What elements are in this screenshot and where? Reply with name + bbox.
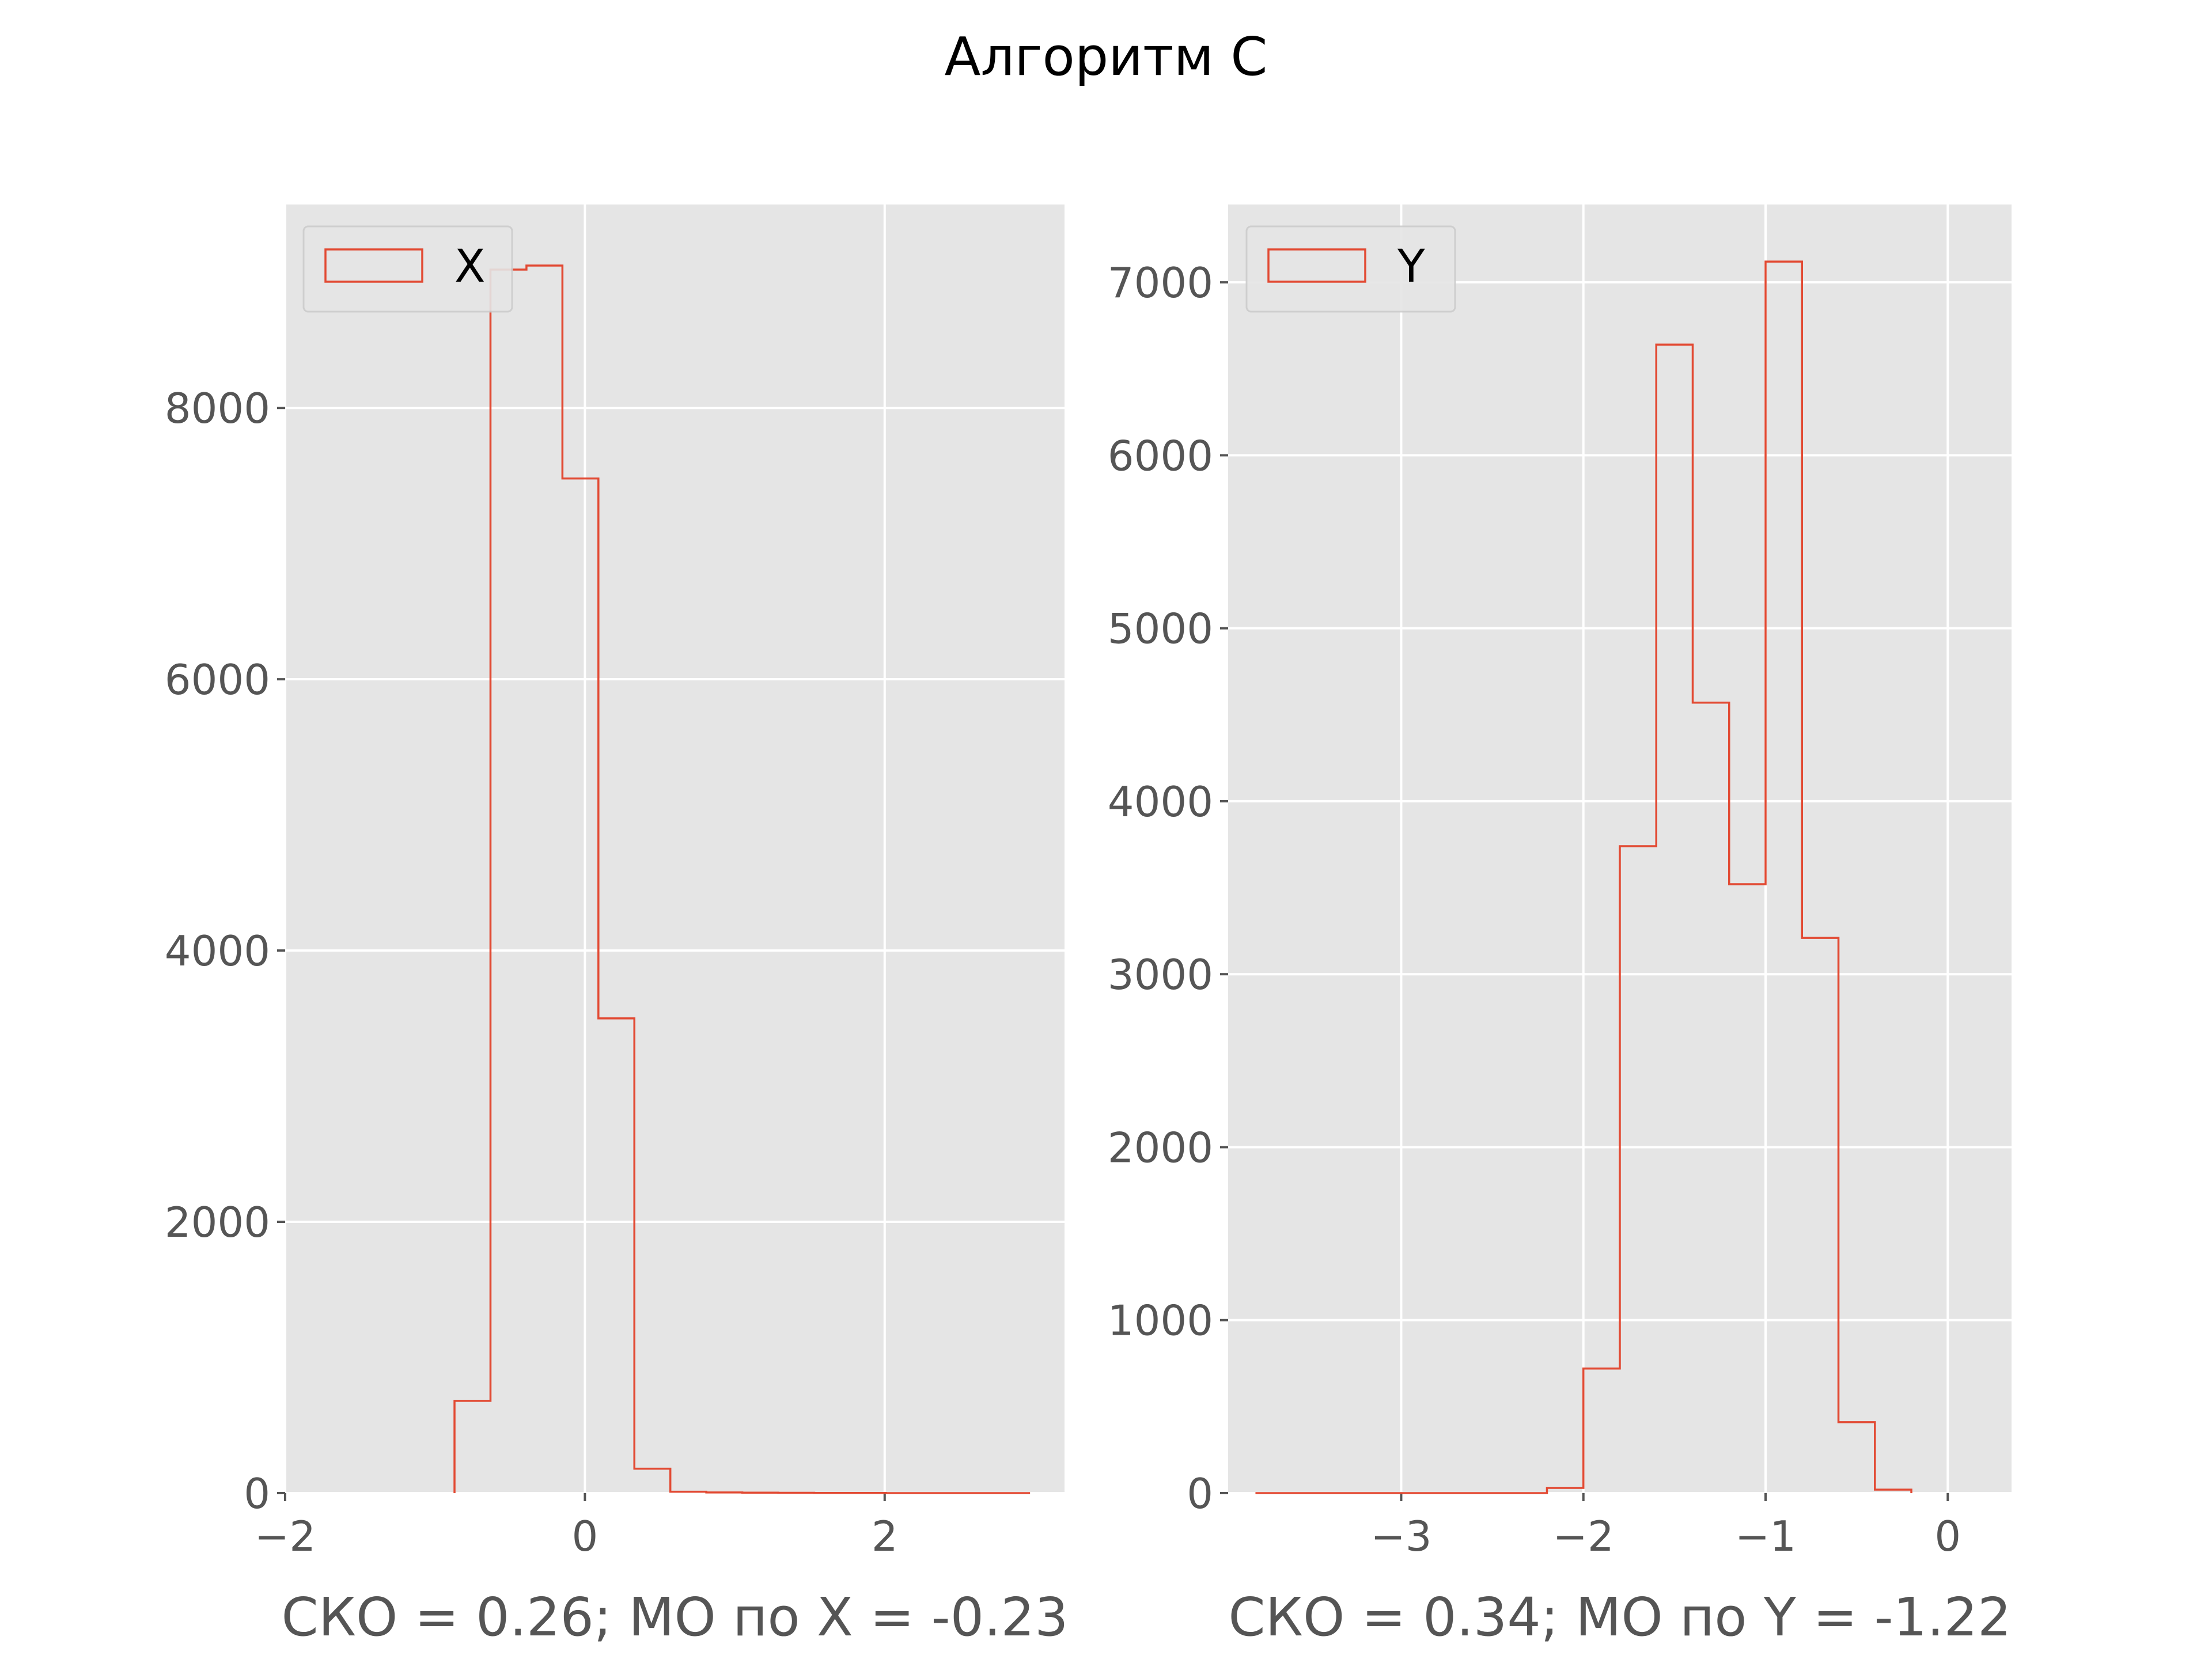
chart-1-legend-swatch [324,248,423,283]
chart-2-ytick-label-4: 4000 [1108,778,1213,826]
chart-2-ytick-label-2: 2000 [1108,1123,1213,1172]
chart-1-legend-label: X [454,241,485,293]
chart-2-xtick-label-1: −2 [1553,1512,1614,1560]
chart-2-xtick-label-3: 0 [1934,1512,1961,1560]
chart-2-ytick-label-6: 6000 [1108,431,1213,480]
chart-2-ytick-label-7: 7000 [1108,259,1213,307]
chart-1-xtick-label-2: 2 [872,1512,898,1560]
chart-2-xtick-label-0: −3 [1370,1512,1431,1560]
chart-2-xtick-label-2: −1 [1735,1512,1796,1560]
chart-2-legend-label: Y [1397,241,1425,293]
chart-1-xtick-label-0: −2 [255,1512,316,1560]
chart-1-xtick-label-1: 0 [571,1512,598,1560]
chart-2-panel: −3 −2 −1 0 0 1000 2000 3000 4000 5000 6000 7000 СКО … [1108,204,2012,1648]
chart-1-plot-area [285,204,1065,1493]
chart-2-histogram-Y [1255,260,1912,1494]
chart-2-ytick-label-5: 5000 [1108,605,1213,653]
chart-1-histogram-X [453,264,1031,1494]
chart-2-ytick-label-3: 3000 [1108,950,1213,999]
chart-1-legend [302,225,513,313]
chart-2-legend [1245,225,1456,313]
chart-1-ytick-label-2: 4000 [165,927,270,975]
chart-2-legend-swatch [1267,248,1366,283]
chart-2-ytick-label-1: 1000 [1108,1297,1213,1345]
chart-2-xlabel: СКО = 0.34; МО по Y = -1.22 [1228,1586,2011,1648]
chart-2-ytick-label-0: 0 [1187,1469,1213,1518]
chart-1-ytick-label-0: 0 [244,1469,270,1518]
chart-1-ytick-label-3: 6000 [165,656,270,704]
chart-1-xlabel: СКО = 0.26; МО по X = -0.23 [282,1586,1069,1648]
chart-1-ytick-label-1: 2000 [165,1198,270,1247]
chart-1-ytick-label-4: 8000 [165,384,270,433]
figure-title: Алгоритм C [944,26,1267,88]
